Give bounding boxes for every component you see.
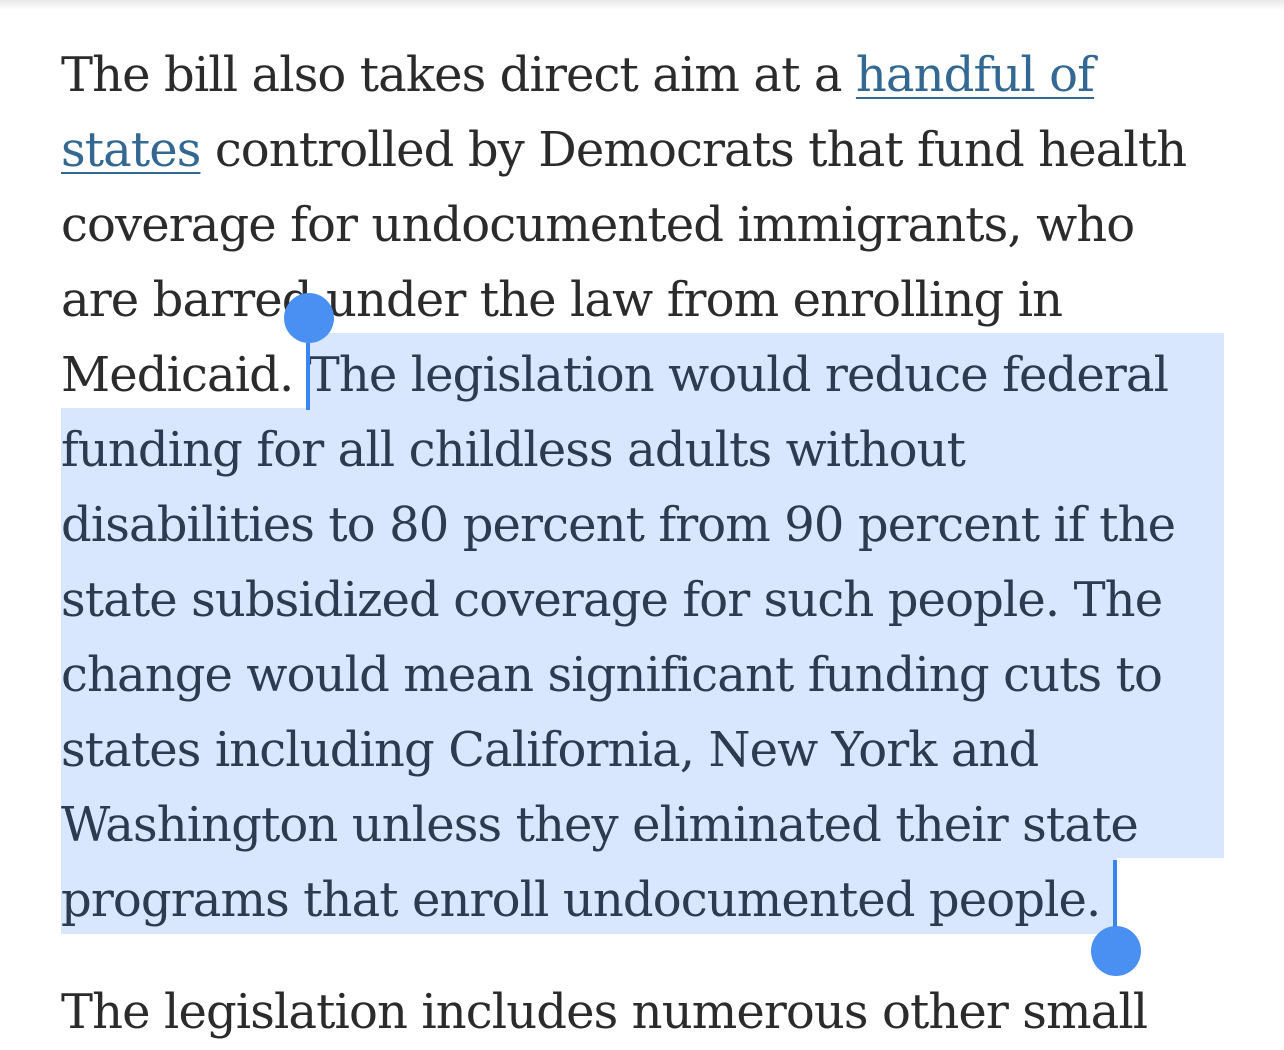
selection-end-handle-bar[interactable] xyxy=(1113,860,1117,952)
selection-highlight-first-line xyxy=(307,333,1224,408)
selection-highlight-middle xyxy=(61,408,1224,858)
text-run: The bill also takes direct aim at a xyxy=(61,47,856,103)
text-run: are barred under the law from enrolling … xyxy=(61,272,1063,328)
selected-text[interactable]: Washington unless they eliminated their … xyxy=(61,797,1139,853)
paragraph-line: Medicaid. The legislation would reduce f… xyxy=(61,338,1169,413)
text-run: Medicaid. xyxy=(61,347,308,403)
next-paragraph: The legislation includes numerous other … xyxy=(61,984,1148,1040)
selected-text[interactable]: states including California, New York an… xyxy=(61,722,1039,778)
selected-text[interactable]: funding for all childless adults without xyxy=(61,422,966,478)
selected-text[interactable]: change would mean significant funding cu… xyxy=(61,647,1163,703)
selection-end-handle[interactable] xyxy=(1091,926,1141,976)
paragraph-line: states controlled by Democrats that fund… xyxy=(61,113,1187,188)
top-shadow xyxy=(0,0,1284,10)
selection-start-handle-bar[interactable] xyxy=(306,320,310,410)
selection-highlight-last-line xyxy=(61,858,1117,934)
selection-start-handle[interactable] xyxy=(284,293,334,343)
paragraph-line: coverage for undocumented immigrants, wh… xyxy=(61,188,1135,263)
handful-of-states-link-continued[interactable]: states xyxy=(61,122,201,178)
text-run: coverage for undocumented immigrants, wh… xyxy=(61,197,1135,253)
selected-text[interactable]: programs that enroll undocumented people… xyxy=(61,872,1101,928)
handful-of-states-link[interactable]: handful of xyxy=(855,47,1095,103)
paragraph-line: The bill also takes direct aim at a hand… xyxy=(61,38,1095,113)
selected-text[interactable]: disabilities to 80 percent from 90 perce… xyxy=(61,497,1176,553)
selected-text[interactable]: The legislation would reduce federal xyxy=(307,347,1169,403)
selected-text[interactable]: state subsidized coverage for such peopl… xyxy=(61,572,1163,628)
paragraph-line: are barred under the law from enrolling … xyxy=(61,263,1063,338)
text-run: controlled by Democrats that fund health xyxy=(200,122,1187,178)
